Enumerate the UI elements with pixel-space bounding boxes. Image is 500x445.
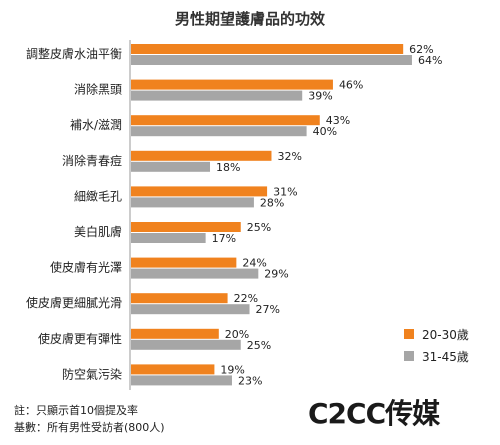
bar-series2 <box>131 339 241 350</box>
data-label: 46% <box>339 79 363 92</box>
bar-series2 <box>131 375 232 386</box>
legend-label-2: 31-45歲 <box>422 349 469 364</box>
data-label: 32% <box>277 150 301 163</box>
data-label: 27% <box>256 303 280 316</box>
bar-series1 <box>131 79 333 90</box>
data-label: 28% <box>260 196 284 209</box>
bar-series2 <box>131 55 412 65</box>
bar-series2 <box>131 197 254 208</box>
bar-series1 <box>131 328 219 339</box>
data-label: 31% <box>273 185 297 198</box>
bar-series1 <box>131 150 272 161</box>
legend-label-1: 20-30歲 <box>422 327 469 342</box>
category-label: 使皮膚更有彈性 <box>38 331 122 346</box>
data-label: 39% <box>308 90 332 103</box>
footnotes: 註：只顯示首10個提及率 基數：所有男性受訪者(800人) <box>14 402 165 436</box>
category-label: 美白肌膚 <box>74 224 122 239</box>
bar-series1 <box>131 115 320 126</box>
bar-series2 <box>131 304 250 315</box>
bar-series2 <box>131 126 307 137</box>
chart-title: 男性期望護膚品的功效 <box>174 10 325 28</box>
legend-swatch-1 <box>404 329 414 339</box>
brand-logo: C2CC传媒 <box>308 397 440 430</box>
bar-series2 <box>131 233 206 243</box>
legend-swatch-2 <box>404 351 414 361</box>
bar-series2 <box>131 268 259 279</box>
data-label: 62% <box>409 43 433 56</box>
footnote-2: 基數：所有男性受訪者(800人) <box>14 421 165 434</box>
category-label: 細緻毛孔 <box>74 189 122 203</box>
data-label: 24% <box>242 257 266 270</box>
category-label: 調整皮膚水油平衡 <box>26 46 122 61</box>
category-label: 補水/滋潤 <box>70 118 122 132</box>
data-label: 17% <box>212 232 236 245</box>
category-label: 使皮膚更細膩光滑 <box>26 295 122 310</box>
data-label: 40% <box>313 125 337 138</box>
footnote-1: 註：只顯示首10個提及率 <box>14 404 138 417</box>
data-label: 29% <box>264 268 288 281</box>
data-label: 19% <box>220 363 244 376</box>
data-label: 20% <box>225 328 249 341</box>
data-label: 25% <box>247 221 271 234</box>
bar-series2 <box>131 90 303 101</box>
data-label: 23% <box>238 374 262 387</box>
category-label: 防空氣污染 <box>62 366 122 381</box>
category-label: 消除青春痘 <box>62 153 122 168</box>
bar-series1 <box>131 293 228 304</box>
data-label: 64% <box>418 54 442 67</box>
bar-series1 <box>131 257 237 268</box>
legend: 20-30歲 31-45歲 <box>404 323 469 367</box>
bar-series1 <box>131 364 215 375</box>
data-label: 18% <box>216 161 240 174</box>
bar-series1 <box>131 222 241 232</box>
bar-chart: 調整皮膚水油平衡 62%64% 消除黑頭 46% 39% 補水/滋潤 43%40% 消除青春痘… <box>26 40 442 390</box>
data-label: 25% <box>247 339 271 352</box>
category-label: 消除黑頭 <box>74 82 122 97</box>
bar-series2 <box>131 161 211 172</box>
category-label: 使皮膚有光澤 <box>50 260 122 275</box>
legend-item-2: 31-45歲 <box>404 345 469 367</box>
data-label: 22% <box>234 292 258 305</box>
legend-item-1: 20-30歲 <box>404 323 469 345</box>
bar-series1 <box>131 186 268 197</box>
bar-series1 <box>131 44 404 54</box>
data-label: 43% <box>326 114 350 127</box>
